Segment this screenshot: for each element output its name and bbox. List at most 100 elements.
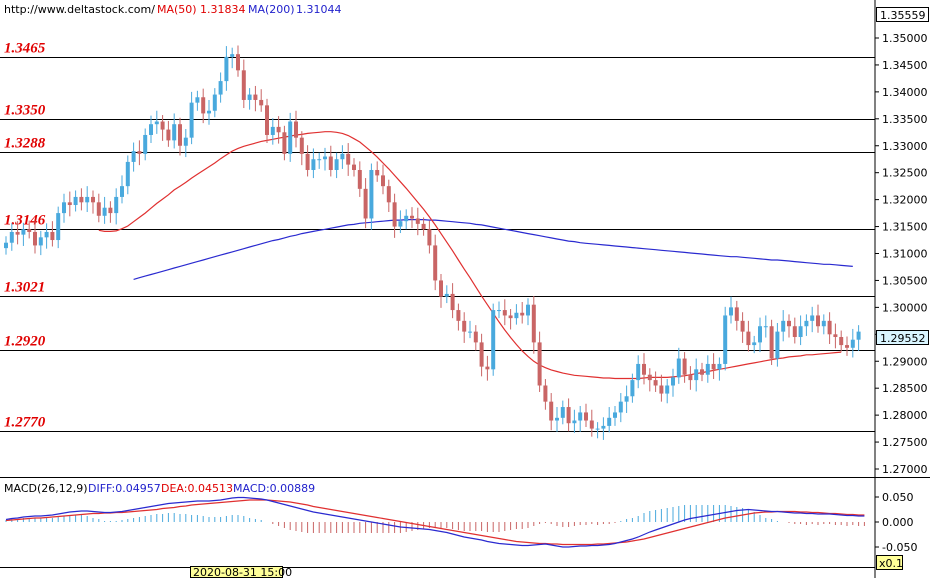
candle-body <box>833 334 838 338</box>
candle-body <box>253 94 258 100</box>
level-label: 1.3146 <box>4 213 46 229</box>
level-label: 1.2770 <box>4 415 46 431</box>
candle-body <box>172 124 177 141</box>
candle-body <box>462 320 467 332</box>
candle-body <box>218 81 223 95</box>
scale-box <box>876 555 903 570</box>
candle-body <box>421 223 426 230</box>
candle-body <box>33 231 37 246</box>
candle-body <box>108 207 113 214</box>
candle-body <box>839 337 844 346</box>
level-label: 1.3021 <box>4 280 45 296</box>
price-tick-label: 1.28000 <box>882 409 928 422</box>
candle-body <box>276 126 281 133</box>
candle-body <box>769 326 774 359</box>
candle-body <box>734 307 739 321</box>
candle-body <box>792 326 797 338</box>
candle-body <box>67 202 72 206</box>
candle-body <box>473 331 478 343</box>
candle-body <box>694 369 699 381</box>
candle-body <box>340 153 345 160</box>
candle-body <box>201 97 206 114</box>
candle-body <box>723 315 728 364</box>
candle-body <box>653 380 658 386</box>
candle-body <box>131 151 136 162</box>
candle-body <box>729 307 733 316</box>
date-label: 2020-08-31 15:00 <box>193 566 292 578</box>
candle-body <box>827 320 832 335</box>
macd-dea-line <box>5 499 865 546</box>
candle-body <box>763 326 768 328</box>
candle-body <box>711 363 716 370</box>
candle-body <box>166 129 171 141</box>
ma200-label: MA(200) <box>248 3 295 16</box>
candle-body <box>456 310 461 321</box>
candle-body <box>444 293 449 297</box>
level-label: 1.3288 <box>4 136 46 152</box>
macd-header: MACD(26,12,9) DIFF:0.04957 DEA:0.04513 M… <box>4 482 315 495</box>
candle-body <box>566 407 571 424</box>
candle-body <box>195 97 200 103</box>
candle-body <box>334 159 339 170</box>
candle-body <box>740 320 745 332</box>
candle-body <box>323 156 327 160</box>
candle-body <box>804 320 809 327</box>
candle-body <box>369 169 374 219</box>
candle-body <box>624 396 629 402</box>
candle-body <box>798 326 803 338</box>
candle-body <box>265 105 269 135</box>
candle-body <box>288 121 293 154</box>
macd-value: MACD:0.00889 <box>233 482 315 495</box>
candle-body <box>27 229 32 232</box>
candle-body <box>79 196 84 203</box>
price-tick-label: 1.29000 <box>882 355 928 368</box>
candle-body <box>659 385 664 394</box>
ma50-value: 1.31834 <box>200 3 246 16</box>
macd-tick-label: -0.050 <box>882 541 917 554</box>
ma200-value: 1.31044 <box>296 3 342 16</box>
price-tick-label: 1.28500 <box>882 382 928 395</box>
candle-body <box>183 137 188 146</box>
candle-body <box>543 385 548 402</box>
support-resistance-levels: 1.3465 1.3350 1.3288 1.3146 1.3021 1.2920 1.27… <box>0 41 875 432</box>
candle-body <box>642 363 646 375</box>
candle-body <box>636 363 641 381</box>
macd-tick-label: 0.050 <box>882 491 914 504</box>
candle-body <box>630 380 635 397</box>
candle-body <box>154 121 159 125</box>
candle-body <box>85 196 90 203</box>
candle-body <box>688 374 693 381</box>
candle-body <box>682 358 687 375</box>
macd-diff-line <box>5 496 865 548</box>
candle-body <box>102 207 107 216</box>
candle-body <box>671 377 675 386</box>
candle-body <box>549 401 554 421</box>
price-tick-label: 1.34500 <box>882 59 928 72</box>
price-tick-label: 1.27500 <box>882 436 928 449</box>
candle-body <box>427 229 432 246</box>
candle-body <box>56 213 61 241</box>
candle-body <box>491 310 496 370</box>
candle-body <box>386 186 391 203</box>
candle-body <box>160 121 165 130</box>
candle-body <box>50 231 55 241</box>
candle-body <box>514 312 519 319</box>
candle-body <box>241 70 246 100</box>
candle-body <box>502 310 507 316</box>
price-tick-label: 1.30500 <box>882 274 928 287</box>
candle-body <box>752 342 757 346</box>
candle-body <box>311 159 316 170</box>
candle-body <box>531 304 536 343</box>
candle-body <box>717 363 722 370</box>
candle-body <box>114 196 119 214</box>
candle-body <box>270 126 275 135</box>
candlesticks <box>4 45 861 440</box>
price-tick-label: 1.30000 <box>882 301 928 314</box>
candle-body <box>647 374 652 381</box>
candle-body <box>346 153 351 165</box>
candle-body <box>247 94 252 100</box>
candle-body <box>595 428 600 430</box>
candle-body <box>775 331 780 359</box>
price-tick-label: 1.32500 <box>882 167 928 180</box>
